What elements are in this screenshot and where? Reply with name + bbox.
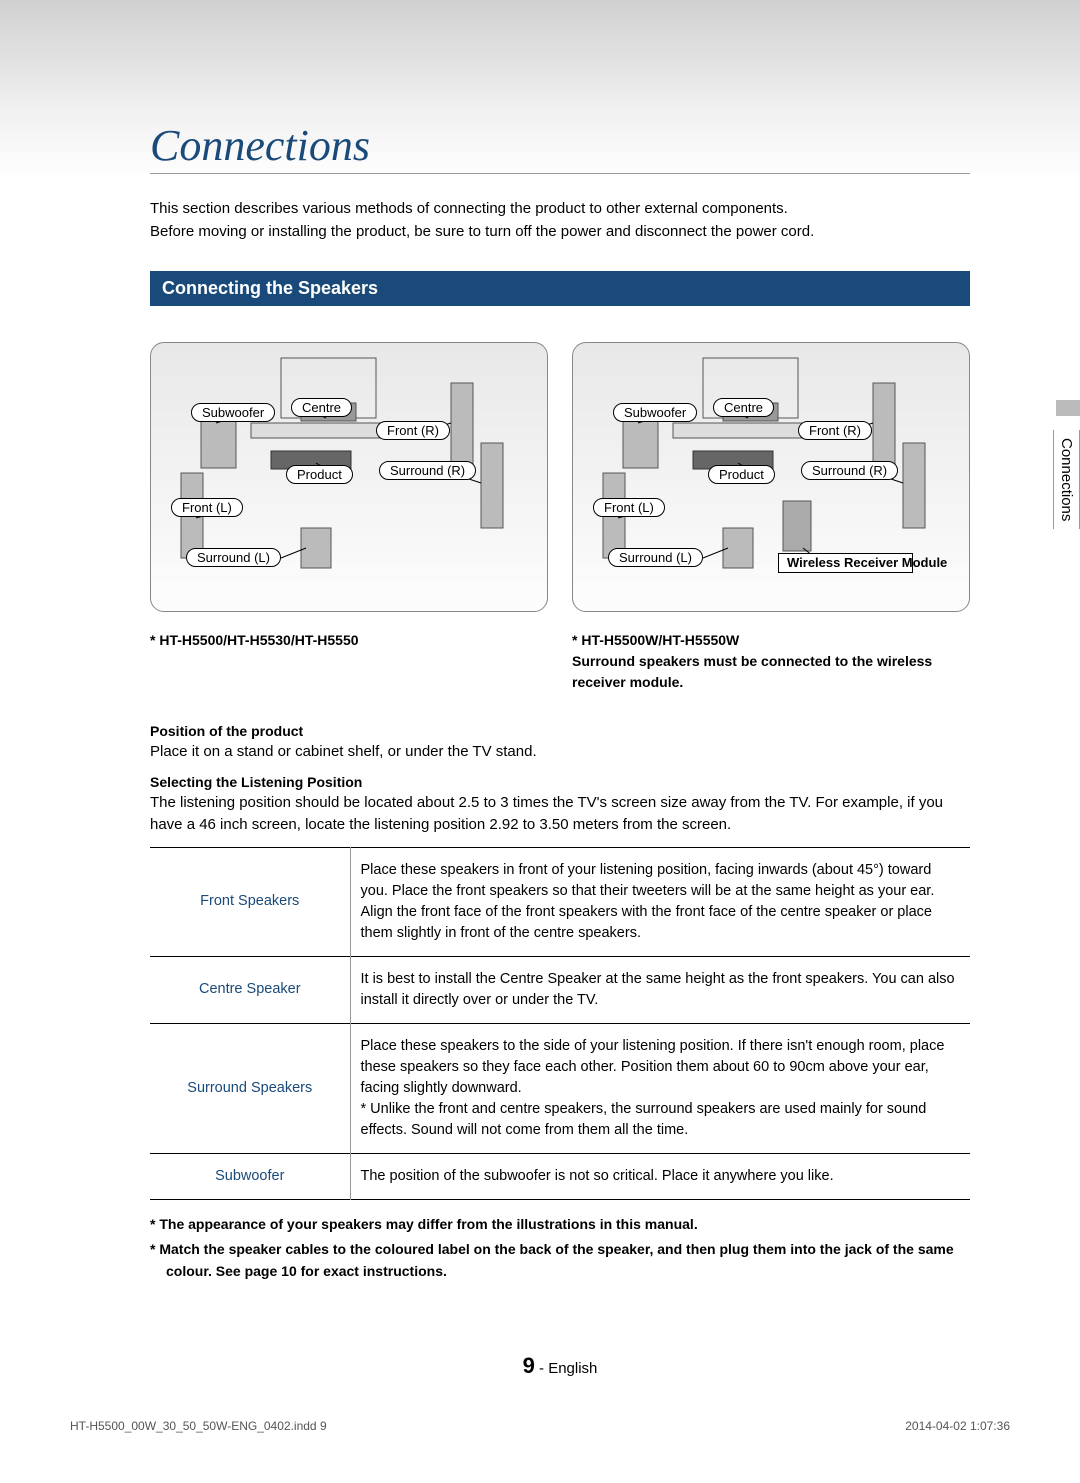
footnote-2: * Match the speaker cables to the colour… — [150, 1239, 970, 1282]
label-front-l-r: Front (L) — [593, 498, 665, 517]
diagram-left: Subwoofer Centre Front (R) Surround (R) … — [150, 342, 548, 612]
label-centre-r: Centre — [713, 398, 774, 417]
page-number-value: 9 — [523, 1353, 535, 1378]
speaker-label: Front Speakers — [150, 847, 350, 956]
table-row: Surround SpeakersPlace these speakers to… — [150, 1023, 970, 1153]
footer-right: 2014-04-02 1:07:36 — [905, 1419, 1010, 1433]
speaker-description: Place these speakers to the side of your… — [350, 1023, 970, 1153]
content-area: Connections This section describes vario… — [60, 120, 1020, 1379]
speaker-label: Centre Speaker — [150, 956, 350, 1023]
label-surround-r: Surround (R) — [379, 461, 476, 480]
side-tab: Connections — [1053, 430, 1080, 529]
table-row: Front SpeakersPlace these speakers in fr… — [150, 847, 970, 956]
footer: HT-H5500_00W_30_50_50W-ENG_0402.indd 9 2… — [60, 1419, 1020, 1433]
label-front-r: Front (R) — [376, 421, 450, 440]
page-number-lang: - English — [535, 1360, 598, 1377]
position-text-1: Place it on a stand or cabinet shelf, or… — [150, 741, 970, 764]
position-section: Position of the product Place it on a st… — [150, 723, 970, 837]
label-surround-l: Surround (L) — [186, 548, 281, 567]
section-heading: Connecting the Speakers — [150, 271, 970, 306]
label-front-r-r: Front (R) — [798, 421, 872, 440]
page-title: Connections — [150, 120, 970, 174]
intro-line-2: Before moving or installing the product,… — [150, 223, 814, 240]
model-right: * HT-H5500W/HT-H5550W Surround speakers … — [572, 630, 970, 693]
speaker-position-table: Front SpeakersPlace these speakers in fr… — [150, 847, 970, 1200]
model-labels: * HT-H5500/HT-H5530/HT-H5550 * HT-H5500W… — [150, 630, 970, 693]
label-subwoofer: Subwoofer — [191, 403, 275, 422]
speaker-diagrams: Subwoofer Centre Front (R) Surround (R) … — [150, 342, 970, 612]
speaker-description: Place these speakers in front of your li… — [350, 847, 970, 956]
speaker-description: It is best to install the Centre Speaker… — [350, 956, 970, 1023]
footnote-1: * The appearance of your speakers may di… — [150, 1214, 970, 1236]
table-row: SubwooferThe position of the subwoofer i… — [150, 1153, 970, 1199]
label-product-r: Product — [708, 465, 775, 484]
position-heading-2: Selecting the Listening Position — [150, 774, 970, 790]
side-notch — [1056, 400, 1080, 416]
manual-page: Connections This section describes vario… — [0, 0, 1080, 1483]
intro-text: This section describes various methods o… — [150, 198, 970, 243]
speaker-label: Subwoofer — [150, 1153, 350, 1199]
label-surround-r-r: Surround (R) — [801, 461, 898, 480]
page-number: 9 - English — [150, 1353, 970, 1379]
table-row: Centre SpeakerIt is best to install the … — [150, 956, 970, 1023]
label-centre: Centre — [291, 398, 352, 417]
label-wireless-module: Wireless Receiver Module — [778, 553, 913, 573]
label-front-l: Front (L) — [171, 498, 243, 517]
footer-left: HT-H5500_00W_30_50_50W-ENG_0402.indd 9 — [70, 1419, 327, 1433]
diagram-right: Subwoofer Centre Front (R) Surround (R) … — [572, 342, 970, 612]
position-heading-1: Position of the product — [150, 723, 970, 739]
model-left: * HT-H5500/HT-H5530/HT-H5550 — [150, 630, 548, 693]
model-right-name: * HT-H5500W/HT-H5550W — [572, 632, 739, 648]
model-right-note: Surround speakers must be connected to t… — [572, 653, 932, 690]
speaker-label: Surround Speakers — [150, 1023, 350, 1153]
position-text-2: The listening position should be located… — [150, 792, 970, 837]
label-product: Product — [286, 465, 353, 484]
intro-line-1: This section describes various methods o… — [150, 200, 788, 217]
label-subwoofer-r: Subwoofer — [613, 403, 697, 422]
label-surround-l-r: Surround (L) — [608, 548, 703, 567]
speaker-description: The position of the subwoofer is not so … — [350, 1153, 970, 1199]
